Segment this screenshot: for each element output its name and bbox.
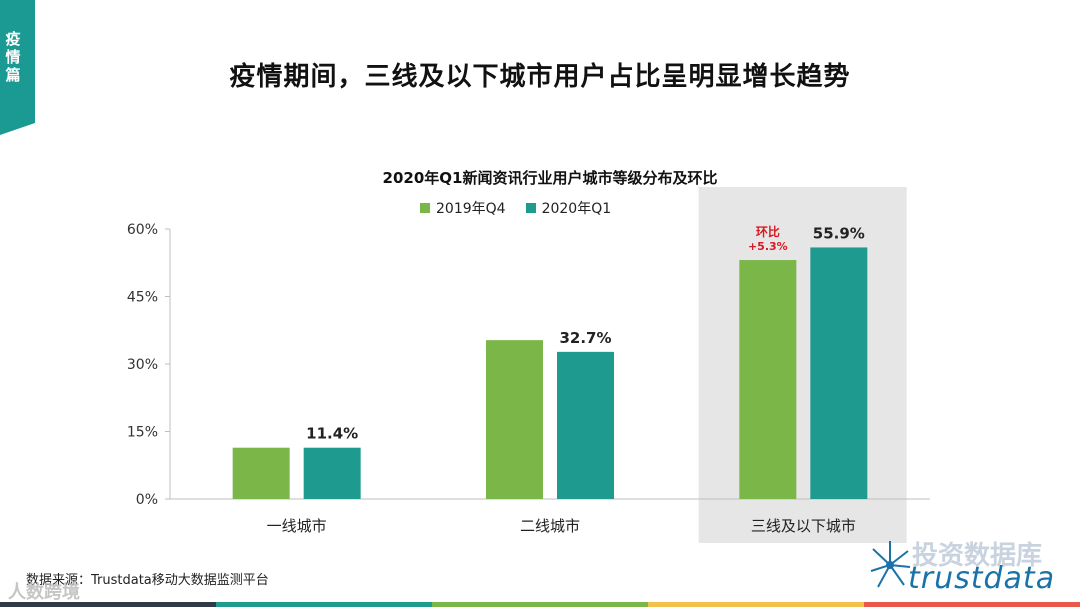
annotation-label: 环比 xyxy=(756,224,780,239)
legend-label-2019q4: 2019年Q4 xyxy=(436,201,506,217)
data-label: 55.9% xyxy=(813,224,865,242)
annotation-value: +5.3% xyxy=(748,240,788,253)
bar-2019q4 xyxy=(232,447,290,499)
page-title: 疫情期间，三线及以下城市用户占比呈明显增长趋势 xyxy=(229,62,851,92)
bottom-bar-segment xyxy=(648,602,864,607)
highlight-background xyxy=(698,187,907,543)
bar-2020q1 xyxy=(810,247,868,499)
legend-label-2020q1: 2020年Q1 xyxy=(541,201,612,217)
data-label: 11.4% xyxy=(306,425,358,443)
logo-watermark-text: 投资数据库 xyxy=(912,541,1043,571)
bottom-bar-segment xyxy=(864,602,1080,607)
legend-swatch-2020q1 xyxy=(525,203,536,213)
bar-2020q1 xyxy=(303,447,361,499)
legend-item-2019q4: 2019年Q4 xyxy=(420,198,506,218)
legend-swatch-2019q4 xyxy=(420,203,430,213)
sunburst-icon xyxy=(870,541,911,588)
y-tick-label: 15% xyxy=(127,425,158,441)
chart-title: 2020年Q1新闻资讯行业用户城市等级分布及环比 xyxy=(382,169,718,187)
x-category-label: 二线城市 xyxy=(520,517,580,535)
y-tick-label: 45% xyxy=(127,290,158,306)
y-tick-label: 30% xyxy=(127,357,158,373)
x-category-label: 一线城市 xyxy=(267,517,327,535)
bar-2020q1 xyxy=(557,351,614,499)
y-tick-label: 60% xyxy=(127,222,158,238)
bar-2019q4 xyxy=(739,260,797,499)
y-tick-label: 0% xyxy=(136,492,158,508)
bar-2019q4 xyxy=(486,340,543,499)
x-category-label: 三线及以下城市 xyxy=(751,517,856,535)
side-tab-label: 疫情篇 xyxy=(5,30,21,84)
data-source: 数据来源：Trustdata移动大数据监测平台 xyxy=(26,573,269,588)
bottom-bar-segment xyxy=(216,602,432,607)
chart-legend: 2019年Q4 2020年Q1 xyxy=(420,198,611,218)
data-label: 32.7% xyxy=(559,329,611,347)
bottom-bar-segment xyxy=(432,602,648,607)
watermark: 人数跨境 xyxy=(8,582,80,603)
logo-brand: trustdata xyxy=(908,561,1056,596)
legend-item-2020q1: 2020年Q1 xyxy=(525,198,612,218)
side-tab: 疫情篇 xyxy=(0,0,35,135)
bottom-color-bar xyxy=(0,602,1080,607)
bottom-bar-segment xyxy=(0,602,216,607)
trustdata-logo: 投资数据库 trustdata xyxy=(868,535,1068,596)
